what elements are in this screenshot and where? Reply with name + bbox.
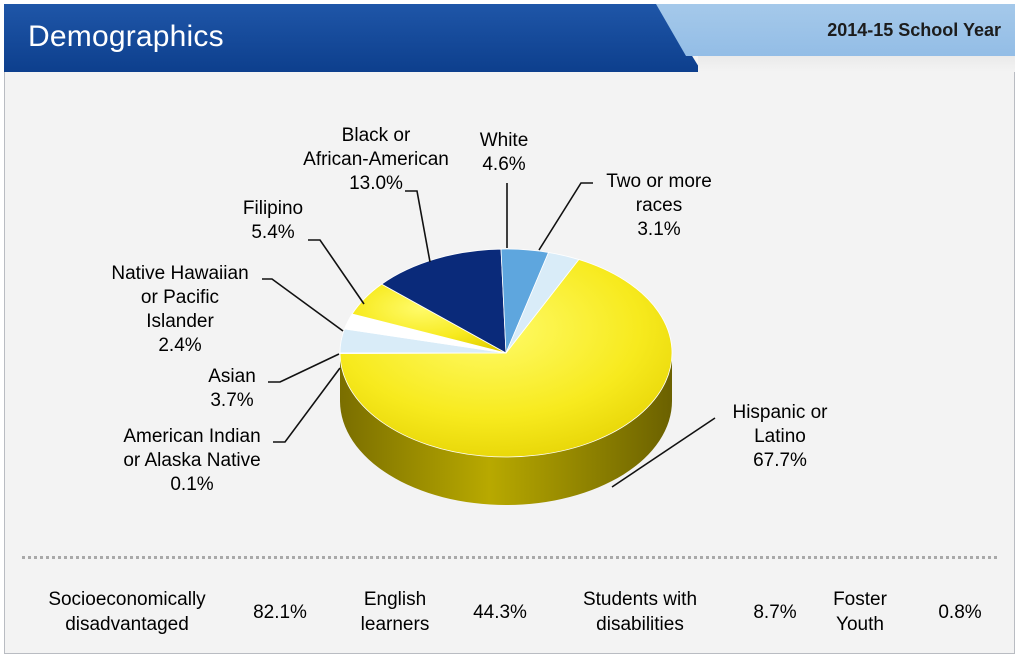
slice-label-line: 67.7% (753, 450, 807, 471)
stat-label-line: Youth (836, 614, 884, 635)
stat-label-students-with-disabilities: Students with disabilities (560, 587, 720, 637)
slice-label-native-hawaiian-or-pacific-islander: Native Hawaiian or Pacific Islander 2.4% (111, 263, 248, 356)
stat-label-line: disabilities (596, 614, 684, 635)
school-year-banner: 2014-15 School Year (656, 4, 1015, 56)
stat-value-socioeconomically-disadvantaged: 82.1% (253, 602, 307, 623)
slice-label-asian: Asian 3.7% (208, 366, 256, 411)
slice-label-line: Two or more (606, 171, 712, 192)
slice-label-american-indian-or-alaska-native: American Indian or Alaska Native 0.1% (123, 426, 260, 495)
slice-label-line: Hispanic or (732, 402, 828, 423)
slice-label-filipino: Filipino 5.4% (243, 198, 303, 243)
slice-label-line: Filipino (243, 198, 303, 219)
slice-label-line: 13.0% (349, 173, 403, 194)
slice-label-line: 3.1% (637, 219, 680, 240)
leader-line-black-or-african-american (405, 190, 431, 263)
slice-label-line: races (636, 195, 682, 216)
slice-label-line: American Indian (123, 426, 260, 447)
leader-line-two-or-more-races (538, 182, 593, 251)
slice-label-line: Islander (146, 311, 214, 332)
slice-label-line: White (480, 130, 529, 151)
stat-value-english-learners: 44.3% (473, 602, 527, 623)
slice-label-line: 2.4% (158, 335, 201, 356)
leader-line-filipino (308, 239, 365, 305)
leader-line-asian (268, 353, 340, 383)
stat-label-line: disadvantaged (65, 614, 189, 635)
slice-label-line: 3.7% (210, 390, 253, 411)
stat-label-foster-youth: Foster Youth (815, 587, 905, 637)
school-year-label: 2014-15 School Year (827, 20, 1001, 40)
slice-label-line: Black or (342, 125, 411, 146)
stat-label-line: Students with (582, 589, 698, 610)
page-title: Demographics (28, 20, 224, 53)
stat-label-line: English (363, 589, 427, 610)
stat-label-line: learners (360, 614, 430, 635)
slice-label-line: 4.6% (482, 154, 525, 175)
slice-label-line: Native Hawaiian (111, 263, 248, 284)
slice-label-line: Asian (208, 366, 256, 387)
stat-label-english-learners: English learners (335, 587, 455, 637)
pie-side-hispanic-or-latino (340, 353, 672, 505)
section-divider (22, 556, 997, 559)
slice-label-white: White 4.6% (480, 130, 529, 175)
stat-label-socioeconomically-disadvantaged: Socioeconomically disadvantaged (22, 587, 232, 637)
slice-label-line: 5.4% (251, 222, 294, 243)
stat-label-line: Foster (833, 589, 887, 610)
slice-label-two-or-more-races: Two or more races 3.1% (606, 171, 712, 240)
slice-label-hispanic-or-latino: Hispanic or Latino 67.7% (732, 402, 828, 471)
stat-label-line: Socioeconomically (48, 589, 206, 610)
slice-label-line: African-American (303, 149, 449, 170)
pie-slice-two-or-more-races (505, 252, 580, 354)
demographics-pie-chart: Hispanic or Latino 67.7% American Indian or … (111, 125, 828, 505)
slice-label-line: Latino (754, 426, 806, 447)
slice-label-line: 0.1% (170, 474, 213, 495)
slice-label-line: or Alaska Native (123, 450, 260, 471)
pie-slice-hispanic-or-latino (339, 259, 673, 458)
header-divider (698, 56, 1015, 72)
stat-value-students-with-disabilities: 8.7% (753, 602, 797, 623)
header-banner: Demographics (4, 4, 702, 72)
pie-slice-black-or-african-american (380, 248, 507, 354)
slice-label-line: or Pacific (141, 287, 219, 308)
leader-line-american-indian-or-alaska-native (273, 367, 341, 443)
leader-line-native-hawaiian-or-pacific-islander (262, 278, 344, 332)
leader-line-hispanic-or-latino (611, 417, 716, 488)
stat-value-foster-youth: 0.8% (938, 602, 982, 623)
slice-label-black-or-african-american: Black or African-American 13.0% (303, 125, 449, 194)
